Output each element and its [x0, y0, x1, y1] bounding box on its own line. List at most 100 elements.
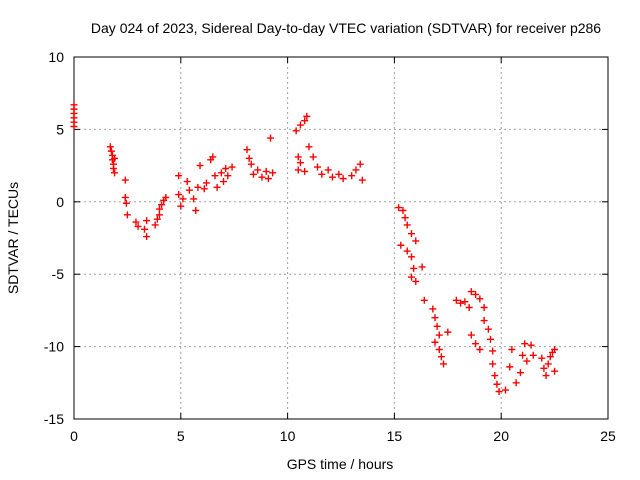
- data-point: [305, 143, 313, 151]
- data-point: [399, 206, 407, 214]
- x-axis-label: GPS time / hours: [287, 456, 394, 472]
- data-point: [111, 154, 119, 162]
- data-point: [339, 175, 347, 183]
- data-point: [151, 221, 159, 229]
- data-point: [431, 338, 439, 346]
- data-point: [403, 221, 411, 229]
- data-point: [407, 230, 415, 238]
- data-point: [501, 386, 509, 394]
- data-point: [412, 237, 420, 245]
- data-point: [243, 146, 251, 154]
- data-point: [491, 372, 499, 380]
- x-tick-label: 20: [493, 428, 509, 444]
- x-tick-label: 15: [387, 428, 403, 444]
- data-point: [484, 325, 492, 333]
- data-point: [217, 169, 225, 177]
- data-point: [480, 304, 488, 312]
- data-point: [397, 241, 405, 249]
- data-point: [262, 167, 270, 175]
- data-point: [202, 179, 210, 187]
- data-point: [437, 353, 445, 361]
- data-point: [196, 162, 204, 170]
- data-point: [412, 277, 420, 285]
- data-point: [314, 163, 322, 171]
- data-point: [352, 166, 360, 174]
- data-point: [296, 121, 304, 129]
- data-point: [179, 195, 187, 203]
- data-point: [420, 296, 428, 304]
- data-point: [489, 347, 497, 355]
- data-point: [222, 164, 230, 172]
- data-point: [401, 214, 409, 222]
- data-point: [529, 351, 537, 359]
- data-point: [106, 143, 114, 151]
- data-point: [121, 176, 129, 184]
- data-point: [358, 176, 366, 184]
- data-point: [123, 211, 131, 219]
- data-point: [70, 123, 78, 131]
- data-point: [410, 264, 418, 272]
- data-point: [476, 295, 484, 303]
- data-point: [211, 172, 219, 180]
- data-point: [418, 263, 426, 271]
- data-point: [328, 173, 336, 181]
- data-point: [512, 379, 520, 387]
- data-point: [403, 247, 411, 255]
- data-point: [209, 153, 217, 161]
- data-point: [213, 183, 221, 191]
- data-point: [521, 340, 529, 348]
- data-point: [200, 185, 208, 193]
- data-point: [122, 199, 130, 207]
- data-point: [267, 134, 275, 142]
- data-point: [143, 233, 151, 241]
- data-point: [433, 322, 441, 330]
- data-point: [467, 288, 475, 296]
- data-point: [395, 204, 403, 212]
- plot-frame: [73, 56, 609, 420]
- data-point: [435, 345, 443, 353]
- data-point: [301, 117, 309, 125]
- data-point: [429, 305, 437, 313]
- data-point: [472, 340, 480, 348]
- data-point: [155, 205, 163, 213]
- data-point: [301, 167, 309, 175]
- y-tick-label: 5: [56, 121, 64, 137]
- data-point: [158, 201, 166, 209]
- x-tick-label: 5: [177, 428, 185, 444]
- y-tick-label: 0: [56, 194, 64, 210]
- data-point: [519, 351, 527, 359]
- data-point: [292, 127, 300, 135]
- data-point: [192, 206, 200, 214]
- data-point: [516, 369, 524, 377]
- data-point: [143, 217, 151, 225]
- data-point: [538, 354, 546, 362]
- y-tick-label: -5: [52, 266, 65, 282]
- data-point: [495, 387, 503, 395]
- data-point: [121, 193, 129, 201]
- data-point: [309, 153, 317, 161]
- data-point: [247, 160, 255, 168]
- y-tick-label: -15: [44, 411, 64, 427]
- data-point: [435, 331, 443, 339]
- data-point: [245, 154, 253, 162]
- y-tick-label: -10: [44, 339, 64, 355]
- data-point: [153, 215, 161, 223]
- data-point: [264, 175, 272, 183]
- data-point: [110, 164, 118, 172]
- data-point: [296, 159, 304, 167]
- data-point: [348, 172, 356, 180]
- data-point: [487, 335, 495, 343]
- data-point: [194, 183, 202, 191]
- data-point: [480, 317, 488, 325]
- data-point: [111, 169, 119, 177]
- data-point: [303, 112, 311, 120]
- data-point: [523, 357, 531, 365]
- data-point: [493, 380, 501, 388]
- data-point: [407, 253, 415, 261]
- data-point: [134, 222, 142, 230]
- data-point: [461, 298, 469, 306]
- data-point: [294, 153, 302, 161]
- data-point: [318, 170, 326, 178]
- x-tick-label: 25: [600, 428, 616, 444]
